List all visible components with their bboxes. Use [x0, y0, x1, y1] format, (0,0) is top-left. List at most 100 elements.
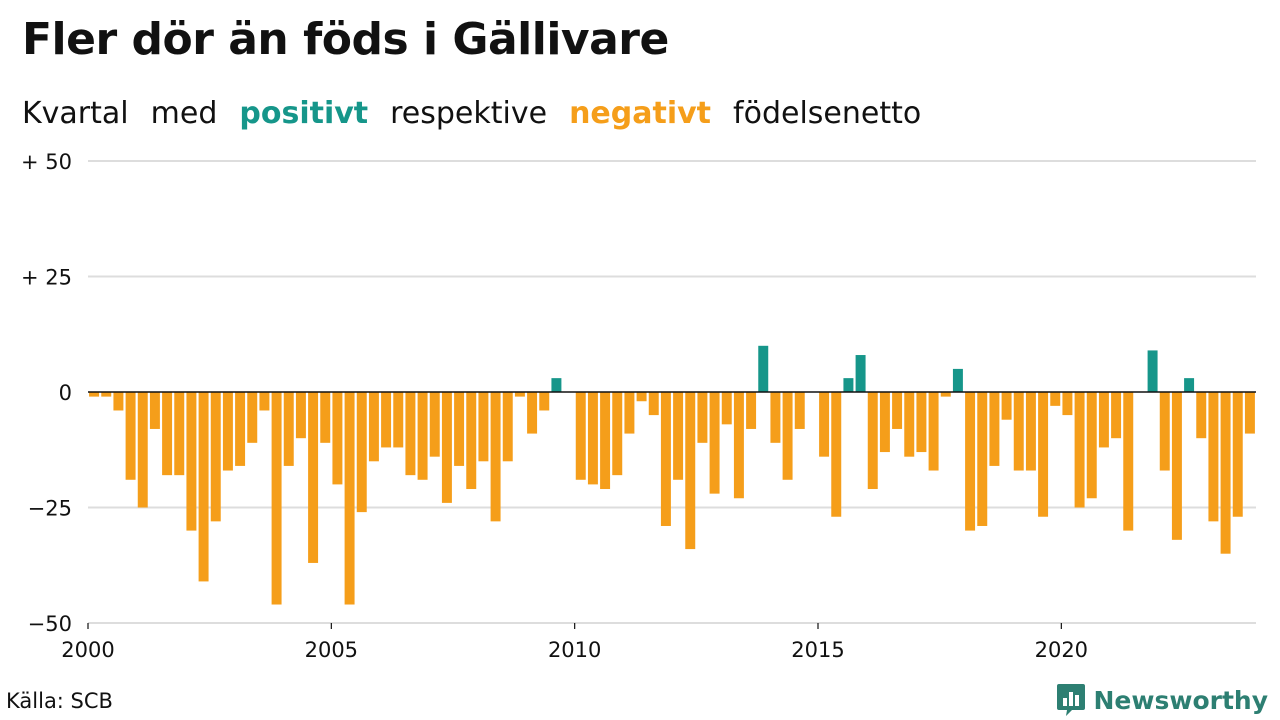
- subtitle-positive-label: positivt: [239, 96, 369, 131]
- bar: [879, 392, 890, 453]
- bars: [89, 345, 1255, 605]
- subtitle-word: respektive: [390, 96, 548, 131]
- bar: [1232, 392, 1243, 517]
- brand-logo: Newsworthy: [1056, 682, 1269, 718]
- bar: [770, 392, 781, 443]
- bar: [977, 392, 988, 526]
- bar: [1086, 392, 1097, 499]
- bar: [222, 392, 233, 471]
- bar: [697, 392, 708, 443]
- x-tick-label: 2000: [61, 638, 114, 662]
- bar: [916, 392, 927, 453]
- bar: [587, 392, 598, 485]
- bar-chart: + 50 + 25 0 −25 −50 2000 2005 2010 2015 2020: [21, 150, 1256, 662]
- bar: [441, 392, 452, 503]
- bar: [965, 392, 976, 531]
- brand-name: Newsworthy: [1093, 685, 1269, 715]
- bar: [478, 392, 489, 462]
- subtitle-word: med: [150, 96, 218, 131]
- bar: [466, 392, 477, 490]
- bar: [344, 392, 355, 605]
- bar: [210, 392, 221, 522]
- bar: [539, 392, 550, 411]
- bar: [186, 392, 197, 531]
- bar: [1050, 392, 1061, 406]
- bar: [198, 392, 209, 582]
- bar: [454, 392, 465, 466]
- y-tick-label: + 25: [21, 266, 72, 290]
- bar: [259, 392, 270, 411]
- bar: [137, 392, 148, 508]
- bar: [758, 345, 769, 392]
- subtitle-word: födelsenetto: [733, 96, 922, 131]
- subtitle-negative-label: negativt: [569, 96, 712, 131]
- y-axis-ticks: + 50 + 25 0 −25 −50: [21, 150, 72, 636]
- bar: [1013, 392, 1024, 471]
- bar: [612, 392, 623, 476]
- bar: [709, 392, 720, 494]
- bar: [1111, 392, 1122, 439]
- bar: [746, 392, 757, 429]
- y-tick-label: −50: [28, 612, 72, 636]
- bar: [1244, 392, 1255, 434]
- bar: [1074, 392, 1085, 508]
- bar: [794, 392, 805, 429]
- bar: [1098, 392, 1109, 448]
- bar: [733, 392, 744, 499]
- bar: [624, 392, 635, 434]
- bar: [952, 368, 963, 392]
- bar: [1220, 392, 1231, 554]
- bar: [393, 392, 404, 448]
- bar: [867, 392, 878, 490]
- bar: [320, 392, 331, 443]
- bar: [660, 392, 671, 526]
- bar: [673, 392, 684, 480]
- bar: [271, 392, 282, 605]
- bar-chart-speech-bubble-icon: [1056, 684, 1085, 716]
- source-note: Källa: SCB: [6, 689, 113, 713]
- bar: [1001, 392, 1012, 420]
- bar: [721, 392, 732, 425]
- bar: [1123, 392, 1134, 531]
- bar: [1159, 392, 1170, 471]
- bar: [235, 392, 246, 466]
- chart-subtitle: Kvartal med positivt respektive negativt föde…: [22, 96, 943, 132]
- bar: [502, 392, 513, 462]
- bar: [1025, 392, 1036, 471]
- bar: [101, 392, 112, 397]
- bar: [89, 392, 100, 397]
- bar: [892, 392, 903, 429]
- x-tick-label: 2015: [791, 638, 844, 662]
- x-axis-ticks: 2000 2005 2010 2015 2020: [61, 623, 1088, 662]
- bar: [819, 392, 830, 457]
- bar: [831, 392, 842, 517]
- bar: [928, 392, 939, 471]
- bar: [904, 392, 915, 457]
- bar: [843, 378, 854, 392]
- bar: [855, 355, 866, 392]
- bar: [685, 392, 696, 550]
- bar: [1196, 392, 1207, 439]
- bar: [405, 392, 416, 476]
- bar: [368, 392, 379, 462]
- bar: [125, 392, 136, 480]
- bar: [514, 392, 525, 397]
- bar: [429, 392, 440, 457]
- bar: [417, 392, 428, 480]
- x-tick-label: 2020: [1035, 638, 1088, 662]
- bar: [1062, 392, 1073, 416]
- bar: [113, 392, 124, 411]
- bar: [247, 392, 258, 443]
- bar: [1208, 392, 1219, 522]
- bar: [989, 392, 1000, 466]
- x-tick-label: 2005: [305, 638, 358, 662]
- bar: [782, 392, 793, 480]
- bar: [636, 392, 647, 402]
- bar: [308, 392, 319, 563]
- bar: [332, 392, 343, 485]
- y-tick-label: −25: [28, 497, 72, 521]
- bar: [356, 392, 367, 513]
- chart-title: Fler dör än föds i Gällivare: [22, 14, 669, 65]
- bar: [149, 392, 160, 429]
- bar: [1171, 392, 1182, 540]
